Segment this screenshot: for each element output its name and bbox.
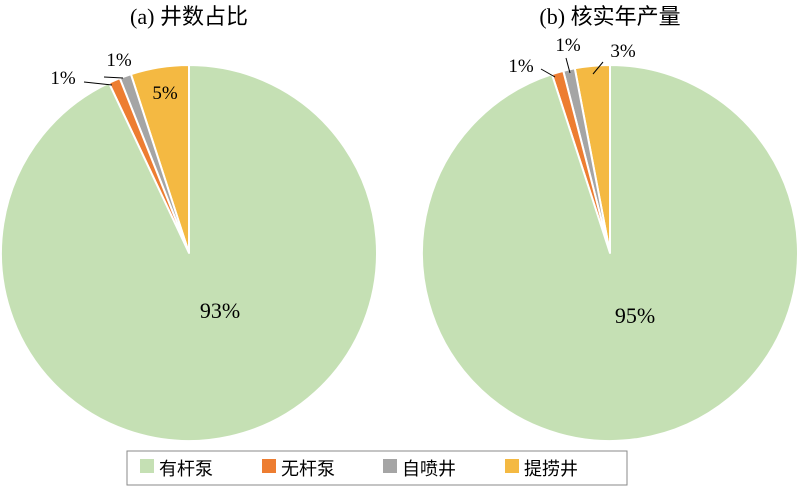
data-label: 1% — [555, 35, 581, 56]
legend-border — [126, 450, 628, 486]
pie-slices — [420, 64, 799, 442]
chart-title-a: (a) 井数占比 — [130, 4, 248, 29]
data-label-main: 95% — [615, 303, 655, 328]
leader-line — [592, 61, 604, 75]
data-label: 5% — [152, 83, 178, 104]
legend-swatch-3 — [383, 459, 397, 473]
pie-slices — [0, 64, 378, 442]
legend-swatch-2 — [262, 459, 276, 473]
pie-slice-youganbeng — [0, 64, 378, 442]
leader-line — [565, 57, 571, 74]
legend-swatch-4 — [505, 459, 519, 473]
legend-label-1: 有杆泵 — [159, 459, 213, 479]
leader-line — [103, 76, 124, 79]
legend: 有杆泵 无杆泵 自喷井 提捞井 — [126, 450, 628, 486]
data-label: 3% — [610, 41, 636, 62]
legend-label-3: 自喷井 — [402, 459, 456, 479]
chart-title-b: (b) 核实年产量 — [539, 4, 680, 29]
data-label: 1% — [50, 68, 76, 89]
leader-line — [83, 81, 113, 86]
data-label: 1% — [508, 56, 534, 77]
data-label-main: 93% — [200, 298, 240, 323]
leader-line — [540, 68, 556, 78]
legend-swatch-1 — [140, 459, 154, 473]
pie-chart-b: (b) 核实年产量 95% 1% 1% 3% — [420, 4, 799, 442]
legend-label-4: 提捞井 — [524, 459, 578, 479]
legend-label-2: 无杆泵 — [281, 459, 335, 479]
pie-slice-youganbeng — [420, 64, 799, 442]
pie-chart-a: (a) 井数占比 93% 1% 1% 5% — [0, 4, 378, 442]
data-label: 1% — [106, 50, 132, 71]
